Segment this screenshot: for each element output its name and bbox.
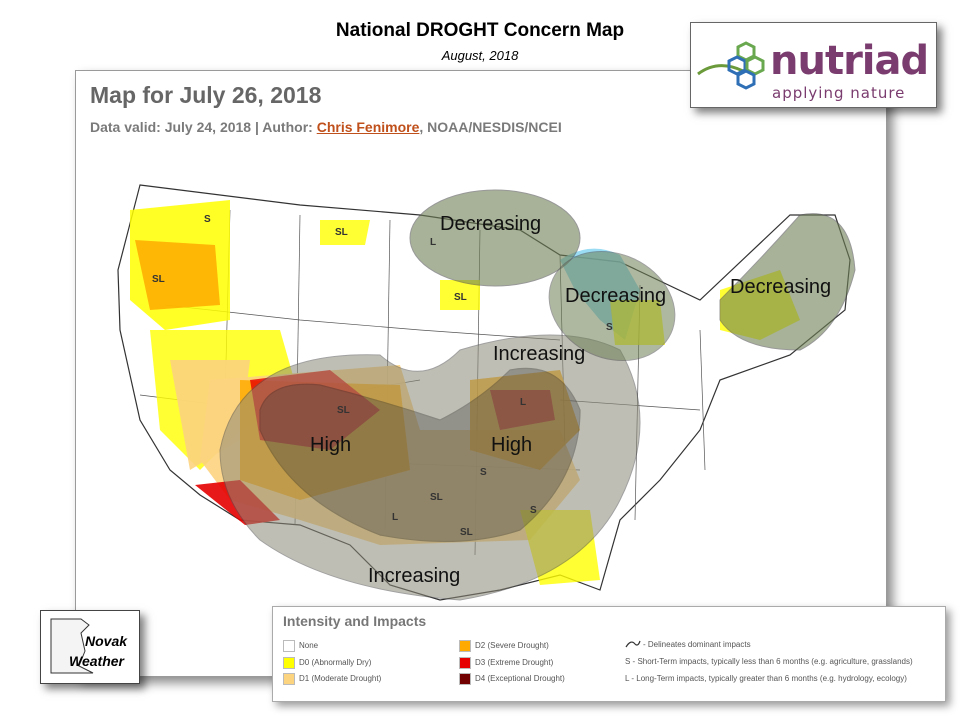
- meta-suffix: , NOAA/NESDIS/NCEI: [419, 119, 562, 135]
- label-decreasing-lakes: Decreasing: [565, 285, 666, 307]
- legend-title: Intensity and Impacts: [283, 613, 427, 629]
- swatch-d2: [459, 640, 471, 652]
- concern-overlays: [219, 189, 856, 601]
- page-subtitle: August, 2018: [441, 48, 519, 63]
- page-title: National DROGHT Concern Map: [335, 20, 625, 41]
- decreasing-north: [409, 189, 581, 287]
- legend-short-term: S - Short-Term impacts, typically less t…: [625, 657, 913, 666]
- label-decreasing-ne: Decreasing: [730, 276, 831, 298]
- swatch-d1: [283, 673, 295, 685]
- swatch-d3: [459, 657, 471, 669]
- impact-mark: S: [204, 214, 211, 225]
- impact-mark: S: [606, 322, 613, 333]
- legend-d1: D1 (Moderate Drought): [299, 674, 382, 683]
- novak-weather-logo: Novak Weather: [40, 610, 140, 684]
- decreasing-lakes: [548, 250, 676, 362]
- impact-mark: SL: [335, 227, 348, 238]
- swatch-d0: [283, 657, 295, 669]
- legend-none: None: [299, 641, 319, 650]
- minnesota-outline-icon: [50, 618, 94, 674]
- impact-mark: S: [480, 467, 487, 478]
- label-increasing-south: Increasing: [368, 565, 460, 587]
- label-high-west: High: [310, 434, 351, 456]
- legend-d4: D4 (Exceptional Drought): [475, 674, 565, 683]
- meta-prefix: Data valid: July 24, 2018 | Author:: [90, 119, 317, 135]
- label-decreasing-north: Decreasing: [440, 213, 541, 235]
- legend-impact-line: - Delineates dominant impacts: [643, 640, 751, 649]
- swatch-d4: [459, 673, 471, 685]
- increasing-region: [219, 334, 641, 601]
- impact-mark: L: [392, 512, 398, 523]
- impact-mark: S: [530, 505, 537, 516]
- high-region: [259, 367, 581, 543]
- nutriad-wordmark: nutriad: [770, 38, 929, 84]
- impact-mark: L: [430, 237, 436, 248]
- impact-mark: L: [520, 397, 526, 408]
- nutriad-tagline: applying nature: [772, 84, 906, 102]
- impact-mark: SL: [152, 274, 165, 285]
- map-meta: Data valid: July 24, 2018 | Author: Chri…: [90, 119, 562, 135]
- legend-d2: D2 (Severe Drought): [475, 641, 549, 650]
- legend-long-term: L - Long-Term impacts, typically greater…: [625, 674, 907, 683]
- legend-panel: Intensity and Impacts None D0 (Abnormall…: [272, 606, 946, 702]
- map-heading: Map for July 26, 2018: [90, 82, 322, 108]
- novak-line1: Novak: [85, 633, 128, 649]
- novak-line2: Weather: [69, 653, 124, 669]
- hexagon-logo-icon: [697, 41, 765, 90]
- impact-mark: SL: [337, 405, 350, 416]
- legend-d0: D0 (Abnormally Dry): [299, 658, 372, 667]
- legend-d3: D3 (Extreme Drought): [475, 658, 554, 667]
- label-increasing-mid: Increasing: [493, 343, 585, 365]
- nutriad-logo: [690, 22, 937, 108]
- impact-marks: S SL SL SL L SL S SL L S L SL S: [152, 214, 613, 538]
- impact-mark: SL: [460, 527, 473, 538]
- impact-mark: SL: [430, 492, 443, 503]
- author-link[interactable]: Chris Fenimore: [316, 119, 420, 135]
- label-high-east: High: [491, 434, 532, 456]
- decreasing-ne: [719, 213, 856, 351]
- swatch-none: [283, 640, 295, 652]
- impact-mark: SL: [454, 292, 467, 303]
- impact-line-icon: [625, 640, 641, 648]
